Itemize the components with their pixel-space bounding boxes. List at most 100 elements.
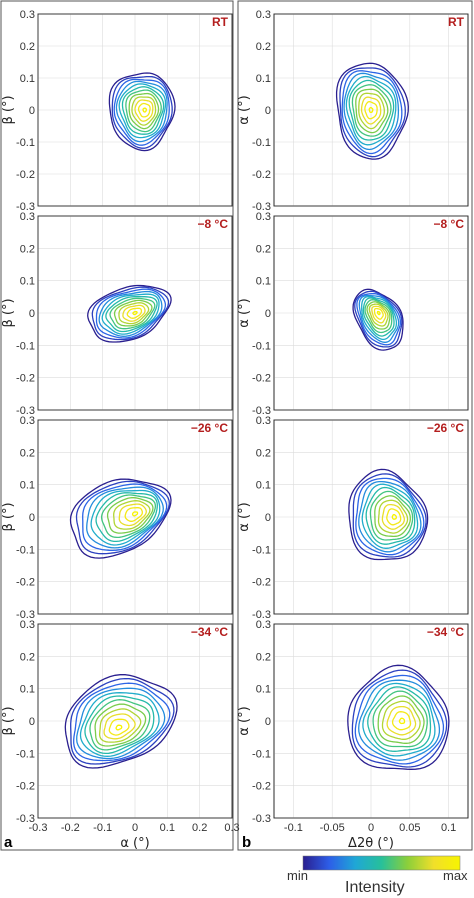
contour-line	[369, 490, 414, 541]
y-tick-label: -0.1	[16, 137, 35, 149]
y-tick-label: 0	[265, 716, 271, 728]
contour-line	[109, 297, 156, 330]
y-axis-label: β (°)	[1, 706, 16, 735]
contour-line	[341, 70, 403, 155]
y-tick-label: -0.3	[252, 813, 271, 825]
contour-line	[95, 288, 167, 339]
contour-line	[98, 708, 142, 743]
contour-line	[79, 692, 160, 757]
plot-frame	[273, 13, 469, 207]
contour-line	[84, 695, 155, 755]
y-tick-label: 0.1	[256, 276, 271, 288]
plot-frame	[37, 623, 233, 819]
y-tick-label: 0	[29, 716, 35, 728]
y-tick-label: -0.2	[16, 781, 35, 793]
contour-line	[364, 101, 378, 120]
contour-line	[121, 86, 165, 135]
contour-line	[134, 99, 154, 122]
contour-line	[348, 468, 429, 561]
contour-line	[347, 664, 450, 770]
contour-line	[90, 489, 161, 546]
plot-b-1: 0.3 0.2 0.1 0 -0.1 -0.2 -0.3 RT α (°)	[237, 9, 469, 213]
x-tick-label: 0.3	[224, 822, 239, 834]
contour-line	[360, 96, 382, 125]
contour-line	[362, 297, 395, 337]
y-tick-label: 0.2	[256, 651, 271, 663]
contour-line	[118, 83, 167, 139]
y-tick-label: -0.2	[16, 373, 35, 385]
y-tick-label: -0.1	[16, 544, 35, 556]
colorbar-max-label: max	[443, 868, 468, 883]
contour-line	[73, 682, 171, 762]
contour-line	[362, 682, 436, 757]
panel-label-a: a	[4, 834, 13, 851]
contour-line	[113, 500, 151, 530]
y-tick-label: 0.2	[256, 41, 271, 53]
x-axis-label: Δ2θ (°)	[348, 836, 394, 851]
contour-line	[91, 286, 170, 341]
contour-line	[108, 72, 176, 152]
plot-a-2: 0.3 0.2 0.1 0 -0.1 -0.2 -0.3 −8 °C β (°)	[1, 211, 233, 417]
temperature-label: −26 °C	[427, 421, 464, 435]
y-tick-label: 0.1	[20, 684, 35, 696]
temperature-label: RT	[448, 15, 465, 29]
y-tick-label: 0	[265, 308, 271, 320]
contour-line	[86, 486, 164, 549]
y-tick-label: -0.1	[16, 340, 35, 352]
contour-line	[371, 305, 387, 324]
x-tick-label: 0.2	[192, 822, 207, 834]
colorbar-min-label: min	[287, 868, 308, 883]
contour-line	[113, 78, 170, 146]
contour-line	[356, 292, 402, 346]
x-axis-label: α (°)	[120, 836, 149, 851]
contour-line	[355, 477, 425, 556]
y-tick-label: -0.2	[252, 169, 271, 181]
contour-line	[131, 96, 157, 126]
y-tick-label: 0.3	[256, 619, 271, 631]
temperature-label: −8 °C	[434, 217, 465, 231]
contour-line	[89, 699, 151, 751]
contour-line	[354, 290, 403, 348]
contour-line	[108, 718, 130, 736]
y-tick-label: 0.3	[20, 9, 35, 21]
y-axis-label: α (°)	[237, 502, 252, 531]
y-tick-label: 0.1	[20, 73, 35, 85]
contour-line	[103, 713, 136, 740]
x-tick-label: 0	[132, 822, 138, 834]
contour-line	[374, 495, 411, 538]
y-tick-label: 0.3	[256, 9, 271, 21]
contour-line	[75, 480, 170, 555]
plot-b-2: 0.3 0.2 0.1 0 -0.1 -0.2 -0.3 −8 °C α (°)	[237, 211, 469, 417]
y-tick-label: 0.3	[256, 211, 271, 223]
contour-line	[76, 687, 166, 760]
y-tick-label: -0.2	[16, 169, 35, 181]
plot-frame	[273, 215, 469, 411]
temperature-label: −8 °C	[198, 217, 229, 231]
temperature-label: −34 °C	[427, 625, 464, 639]
contour-line	[64, 674, 178, 769]
contour-line	[355, 88, 389, 134]
contour-line	[358, 92, 385, 130]
contour-line	[69, 478, 172, 559]
contour-line	[122, 304, 146, 322]
contour-line	[391, 711, 412, 731]
y-tick-label: 0	[29, 308, 35, 320]
contour-line	[381, 503, 405, 530]
plot-a-4: 0.3 0.2 0.1 0 -0.1 -0.2 -0.3 −34 °C β (°) -0.3 -0.…	[1, 619, 240, 851]
x-tick-label: -0.3	[29, 822, 48, 834]
y-tick-label: -0.1	[252, 137, 271, 149]
y-axis-label: α (°)	[237, 95, 252, 124]
contour-line	[131, 511, 139, 517]
y-tick-label: -0.3	[16, 813, 35, 825]
y-tick-label: 0.2	[20, 243, 35, 255]
contour-line	[352, 288, 404, 351]
contour-line	[132, 311, 138, 316]
contour-line	[339, 67, 406, 158]
contour-line	[118, 302, 150, 325]
contour-line	[111, 75, 173, 149]
colorbar-title: Intensity	[345, 879, 405, 896]
plots-layer: 0.3 0.2 0.1 0 -0.1 -0.2 -0.3 RT β (°) 0.3 0.2 0.1 0 -…	[1, 9, 469, 851]
contour-line	[358, 480, 422, 553]
y-axis-label: α (°)	[237, 706, 252, 735]
